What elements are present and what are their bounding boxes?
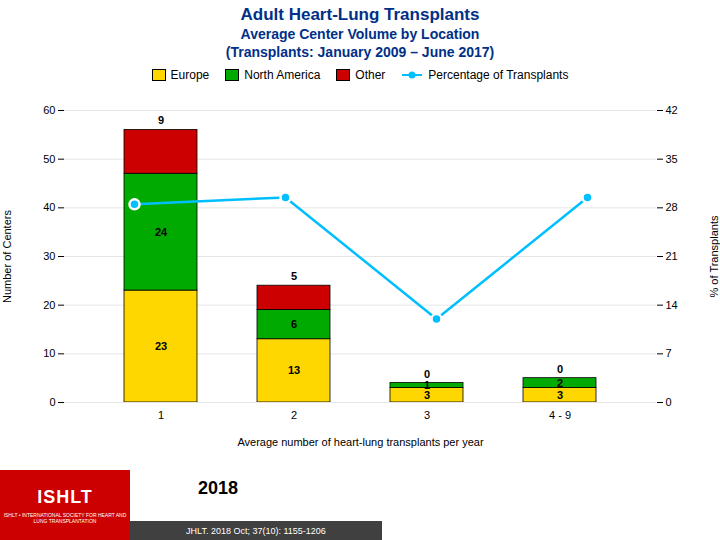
svg-text:% of Transplants: % of Transplants (708, 215, 720, 297)
html-text:North America: North America (244, 68, 321, 82)
svg-text:42: 42 (666, 104, 678, 116)
svg-text:6: 6 (291, 318, 297, 330)
svg-text:10: 10 (43, 347, 55, 359)
svg-text:Number of Centers: Number of Centers (1, 210, 13, 303)
svg-text:2: 2 (291, 409, 297, 421)
svg-text:0: 0 (557, 363, 563, 375)
svg-text:30: 30 (43, 250, 55, 262)
svg-text:4 - 9: 4 - 9 (549, 409, 571, 421)
svg-text:40: 40 (43, 201, 55, 213)
html-text:Percentage of Transplants: Percentage of Transplants (428, 68, 569, 82)
svg-text:2: 2 (557, 377, 563, 389)
html-text:Other: Other (355, 68, 386, 82)
html-text:Adult Heart-Lung Transplants: Adult Heart-Lung Transplants (240, 5, 480, 24)
svg-text:28: 28 (666, 201, 678, 213)
svg-text:3: 3 (423, 388, 431, 401)
svg-text:3: 3 (557, 389, 563, 401)
svg-text:20: 20 (43, 299, 55, 311)
svg-text:24: 24 (155, 226, 168, 238)
svg-text:0: 0 (424, 368, 430, 380)
svg-text:3: 3 (424, 409, 430, 421)
svg-text:0: 0 (49, 396, 55, 408)
svg-text:35: 35 (666, 153, 678, 165)
html-text:2018: 2018 (198, 478, 238, 498)
svg-text:60: 60 (43, 104, 55, 116)
svg-text:1: 1 (424, 379, 430, 391)
html-text:JHLT. 2018 Oct; 37(10): 1155-1: JHLT. 2018 Oct; 37(10): 1155-1206 (186, 525, 326, 536)
html-text:ISHLT: ISHLT (37, 486, 93, 507)
svg-text:50: 50 (43, 153, 55, 165)
svg-text:0: 0 (666, 396, 672, 408)
svg-text:14: 14 (666, 299, 678, 311)
svg-text:23: 23 (155, 340, 167, 352)
html-text:(Transplants: January 2009 – J: (Transplants: January 2009 – June 2017) (225, 44, 495, 60)
html-text:Europe: Europe (170, 68, 210, 82)
svg-text:1: 1 (158, 409, 164, 421)
html-text:ISHLT • INTERNATIONAL SOCIETY: ISHLT • INTERNATIONAL SOCIETY FOR HEART … (3, 511, 127, 524)
svg-text:7: 7 (666, 347, 672, 359)
html-text:Average Center Volume by Locat: Average Center Volume by Location (240, 26, 480, 42)
svg-text:13: 13 (288, 364, 300, 376)
svg-text:21: 21 (666, 250, 678, 262)
svg-text:5: 5 (291, 270, 297, 282)
svg-text:Average number of heart-lung t: Average number of heart-lung transplants… (237, 436, 484, 448)
svg-text:9: 9 (158, 114, 164, 126)
